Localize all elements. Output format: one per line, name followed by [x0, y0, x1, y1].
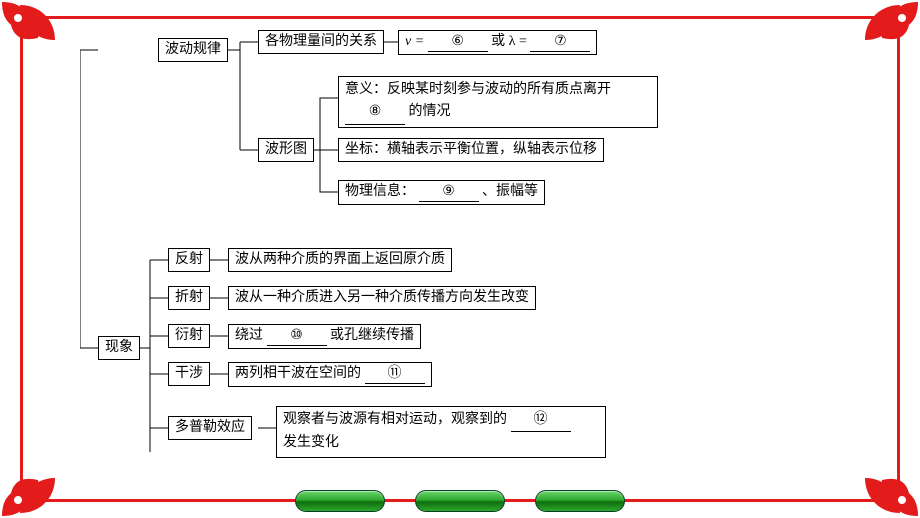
node-doppler: 多普勒效应	[168, 416, 252, 440]
node-formula: v = ⑥ 或 λ = ⑦	[398, 30, 597, 55]
blank-9: ⑨	[419, 183, 479, 202]
label: 波动规律	[165, 42, 221, 57]
node-reflect: 反射	[168, 248, 210, 272]
label: 干涉	[175, 366, 203, 381]
prefix: 物理信息：	[345, 184, 415, 199]
label: 波形图	[265, 142, 307, 157]
line1-prefix: 观察者与波源有相对运动，观察到的	[283, 412, 507, 427]
prefix: 绕过	[235, 328, 263, 343]
node-interfere: 干涉	[168, 362, 210, 386]
node-phenomena: 现象	[98, 336, 140, 360]
meaning-line1: 意义：反映某时刻参与波动的所有质点离开	[345, 82, 611, 97]
label: 现象	[105, 340, 133, 355]
label: 波从一种介质进入另一种介质传播方向发生改变	[235, 290, 529, 305]
blank-11: ⑪	[365, 365, 425, 384]
diagram-content: 波动规律 各物理量间的关系 v = ⑥ 或 λ = ⑦ 波形图 意义：反映某时刻…	[80, 30, 860, 468]
nav-button-3[interactable]	[535, 490, 625, 512]
label: 折射	[175, 290, 203, 305]
corner-ornament-icon	[0, 458, 60, 518]
blank-6: ⑥	[428, 33, 488, 52]
node-reflect-desc: 波从两种介质的界面上返回原介质	[228, 248, 452, 272]
blank-7: ⑦	[530, 33, 590, 52]
node-wave-law: 波动规律	[158, 38, 228, 62]
corner-ornament-icon	[860, 458, 920, 518]
formula-mid: 或 λ =	[491, 34, 527, 49]
label: 各物理量间的关系	[265, 34, 377, 49]
node-physinfo: 物理信息： ⑨ 、振幅等	[338, 180, 545, 205]
label: 多普勒效应	[175, 420, 245, 435]
nav-button-1[interactable]	[295, 490, 385, 512]
nav-button-2[interactable]	[415, 490, 505, 512]
label: 反射	[175, 252, 203, 267]
node-interfere-desc: 两列相干波在空间的 ⑪	[228, 362, 432, 387]
node-refract: 折射	[168, 286, 210, 310]
blank-10: ⑩	[267, 327, 327, 346]
formula-prefix: v =	[405, 34, 424, 49]
node-relation: 各物理量间的关系	[258, 30, 384, 54]
footer-buttons	[295, 490, 625, 512]
label: 坐标：横轴表示平衡位置，纵轴表示位移	[345, 142, 597, 157]
corner-ornament-icon	[860, 0, 920, 60]
prefix: 两列相干波在空间的	[235, 366, 361, 381]
node-diffract: 衍射	[168, 324, 210, 348]
node-waveform: 波形图	[258, 138, 314, 162]
node-refract-desc: 波从一种介质进入另一种介质传播方向发生改变	[228, 286, 536, 310]
blank-12: ⑫	[511, 409, 571, 432]
label: 衍射	[175, 328, 203, 343]
node-doppler-desc: 观察者与波源有相对运动，观察到的 ⑫ 发生变化	[276, 406, 606, 458]
node-coord: 坐标：横轴表示平衡位置，纵轴表示位移	[338, 138, 604, 162]
line2: 发生变化	[283, 435, 339, 450]
blank-8: ⑧	[345, 101, 405, 124]
corner-ornament-icon	[0, 0, 60, 60]
node-meaning: 意义：反映某时刻参与波动的所有质点离开 ⑧ 的情况	[338, 76, 658, 128]
suffix: 或孔继续传播	[330, 328, 414, 343]
node-diffract-desc: 绕过 ⑩ 或孔继续传播	[228, 324, 421, 349]
suffix: 、振幅等	[482, 184, 538, 199]
meaning-suffix: 的情况	[409, 104, 451, 119]
label: 波从两种介质的界面上返回原介质	[235, 252, 445, 267]
